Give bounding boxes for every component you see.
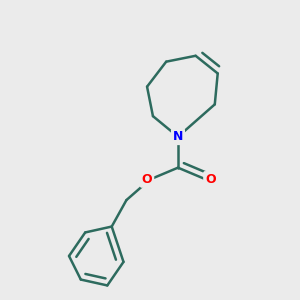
Text: O: O [205,173,216,186]
Text: N: N [173,130,183,143]
Text: O: O [142,173,152,186]
